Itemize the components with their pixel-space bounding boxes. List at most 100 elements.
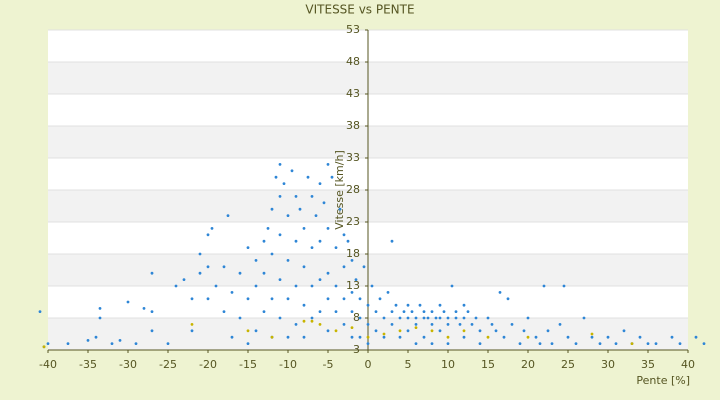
data-point xyxy=(246,342,250,345)
data-point xyxy=(678,342,682,345)
data-point xyxy=(322,201,326,205)
data-point xyxy=(246,329,250,333)
data-point xyxy=(246,297,250,301)
data-point xyxy=(206,265,210,269)
data-point xyxy=(374,310,378,313)
data-point xyxy=(66,342,70,345)
data-point xyxy=(342,323,346,326)
data-point xyxy=(538,342,542,345)
data-point xyxy=(590,332,594,336)
data-point xyxy=(526,335,530,339)
data-point xyxy=(390,239,394,243)
data-point xyxy=(46,342,50,345)
data-point xyxy=(286,214,290,218)
data-point xyxy=(462,303,466,307)
y-tick-label: 48 xyxy=(346,55,360,68)
data-point xyxy=(262,310,266,313)
data-point xyxy=(358,316,362,320)
data-point xyxy=(362,265,366,269)
data-point xyxy=(502,335,506,339)
data-point xyxy=(302,319,306,323)
data-point xyxy=(486,316,490,320)
data-point xyxy=(302,265,306,269)
x-tick-label: 0 xyxy=(365,358,372,371)
y-tick-label: 23 xyxy=(346,215,360,228)
data-point xyxy=(334,284,338,288)
data-point xyxy=(486,335,490,339)
data-point xyxy=(390,323,394,326)
data-point xyxy=(630,342,634,345)
data-point xyxy=(410,310,414,313)
data-point xyxy=(374,329,378,333)
data-point xyxy=(490,323,494,326)
data-point xyxy=(286,335,290,339)
data-point xyxy=(414,316,418,320)
data-point xyxy=(326,329,330,333)
data-point xyxy=(446,342,450,345)
data-point xyxy=(646,342,650,345)
data-point xyxy=(394,303,398,307)
data-point xyxy=(494,329,498,333)
data-point xyxy=(330,175,334,179)
data-point xyxy=(278,233,282,237)
data-point xyxy=(238,316,242,320)
data-point xyxy=(230,291,234,294)
x-tick-label: -5 xyxy=(323,358,334,371)
data-point xyxy=(278,195,282,198)
data-point xyxy=(450,284,454,288)
data-point xyxy=(190,323,194,326)
x-tick-label: 35 xyxy=(641,358,655,371)
data-point xyxy=(222,265,226,269)
data-point xyxy=(342,265,346,269)
data-point xyxy=(294,284,298,288)
data-point xyxy=(190,329,194,333)
data-point xyxy=(622,329,626,333)
data-point xyxy=(526,316,530,320)
data-point xyxy=(438,316,442,320)
data-point xyxy=(534,335,538,339)
data-point xyxy=(318,323,322,326)
data-point xyxy=(566,335,570,339)
data-point xyxy=(302,227,306,230)
data-point xyxy=(278,278,282,281)
data-point xyxy=(434,316,438,320)
data-point xyxy=(370,284,374,288)
data-point xyxy=(462,329,466,333)
data-point xyxy=(510,323,514,326)
data-point xyxy=(558,323,562,326)
data-point xyxy=(338,207,342,211)
data-point xyxy=(366,335,370,339)
data-point xyxy=(354,278,358,281)
data-point xyxy=(334,246,338,250)
data-point xyxy=(262,239,266,243)
x-tick-label: -15 xyxy=(239,358,257,371)
data-point xyxy=(134,342,138,345)
data-point xyxy=(282,182,286,186)
data-point xyxy=(358,335,362,339)
y-tick-label: 13 xyxy=(346,279,360,292)
data-point xyxy=(606,335,610,339)
data-point xyxy=(518,342,522,345)
data-point xyxy=(190,297,194,301)
data-point xyxy=(182,278,186,281)
data-point xyxy=(326,297,330,301)
data-point xyxy=(366,323,370,326)
data-point xyxy=(498,291,502,294)
data-point xyxy=(442,310,446,313)
data-point xyxy=(126,300,130,304)
data-point xyxy=(206,297,210,301)
data-point xyxy=(98,307,102,310)
x-tick-label: -40 xyxy=(39,358,57,371)
data-point xyxy=(506,297,510,301)
data-point xyxy=(546,329,550,333)
data-point xyxy=(214,284,218,288)
data-point xyxy=(270,252,274,256)
data-point xyxy=(326,227,330,230)
data-point xyxy=(210,227,214,230)
data-point xyxy=(42,345,46,349)
x-axis-label: Pente [%] xyxy=(636,374,690,387)
data-point xyxy=(270,297,274,301)
data-point xyxy=(590,335,594,339)
data-point xyxy=(418,303,422,307)
data-point xyxy=(98,316,102,320)
